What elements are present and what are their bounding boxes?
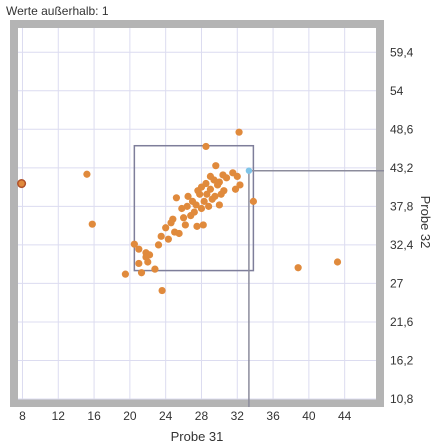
x-tick-label: 20 — [123, 409, 137, 423]
data-point — [135, 259, 143, 268]
data-point — [222, 174, 231, 182]
y-tick-label: 27 — [390, 276, 404, 290]
data-point — [184, 192, 192, 200]
data-point — [145, 251, 154, 259]
data-point — [294, 264, 302, 272]
data-point — [154, 241, 163, 249]
data-point — [169, 215, 177, 223]
data-point — [233, 172, 241, 180]
data-point — [196, 190, 204, 198]
crosshair-point — [245, 167, 253, 174]
data-point — [193, 222, 201, 230]
y-tick-label: 54 — [390, 84, 404, 98]
data-point — [130, 240, 138, 248]
data-point — [157, 232, 165, 240]
x-tick-label: 8 — [19, 409, 26, 423]
data-point — [88, 220, 96, 228]
x-tick-label: 28 — [195, 409, 209, 423]
data-point — [215, 178, 223, 186]
y-tick-label: 10,8 — [390, 392, 414, 406]
data-point — [179, 214, 188, 222]
y-tick-label: 59,4 — [390, 45, 414, 59]
x-tick-labels: 8 12 16 20 24 28 32 36 40 44 — [19, 409, 352, 423]
data-point — [181, 221, 189, 229]
grid-lines — [18, 28, 376, 400]
data-point — [212, 162, 220, 170]
data-point — [144, 258, 152, 266]
x-tick-label: 40 — [302, 409, 316, 423]
x-tick-label: 44 — [338, 409, 352, 423]
data-point — [202, 179, 210, 188]
data-point — [121, 270, 129, 278]
data-point — [175, 229, 183, 238]
outside-values-label: Werte außerhalb: 1 — [6, 4, 109, 18]
x-tick-label: 32 — [231, 409, 245, 423]
data-point — [202, 142, 210, 151]
y-tick-label: 48,6 — [390, 122, 414, 136]
x-tick-label: 16 — [87, 409, 101, 423]
data-point — [137, 269, 146, 277]
x-tick-label: 12 — [52, 409, 66, 423]
y-tick-label: 16,2 — [390, 353, 414, 367]
data-point — [190, 208, 198, 216]
data-point — [249, 197, 257, 205]
data-point — [206, 185, 215, 193]
selection-layer — [133, 144, 384, 407]
y-tick-label: 32,4 — [390, 238, 414, 252]
data-point — [200, 197, 208, 205]
data-points — [17, 128, 342, 295]
data-point — [199, 221, 207, 229]
data-point — [135, 245, 143, 253]
y-tick-label: 43,2 — [390, 161, 414, 175]
data-point — [197, 204, 206, 213]
data-point — [236, 181, 244, 189]
outlier-point — [17, 178, 27, 189]
data-point — [215, 201, 223, 209]
x-axis-title: Probe 31 — [171, 429, 224, 444]
data-point — [162, 224, 170, 232]
data-point — [83, 170, 91, 178]
data-point — [164, 235, 172, 243]
selection-box — [133, 144, 255, 272]
y-axis-title: Probe 32 — [418, 196, 433, 249]
data-point — [158, 286, 166, 295]
data-point — [205, 202, 213, 210]
data-point — [172, 194, 181, 202]
data-point — [151, 265, 159, 273]
data-point — [231, 185, 240, 193]
data-point — [183, 202, 191, 210]
x-tick-label: 36 — [266, 409, 280, 423]
data-point — [211, 192, 219, 200]
data-point — [220, 187, 228, 195]
y-tick-label: 21,6 — [390, 315, 414, 329]
data-point — [192, 201, 200, 209]
x-tick-label: 24 — [159, 409, 173, 423]
y-tick-labels: 10,8 16,2 21,6 27 32,4 37,8 43,2 48,6 54 59,4 — [390, 45, 414, 406]
data-point — [333, 258, 342, 266]
data-point — [203, 190, 211, 198]
data-point — [235, 128, 243, 136]
y-tick-label: 37,8 — [390, 199, 414, 213]
